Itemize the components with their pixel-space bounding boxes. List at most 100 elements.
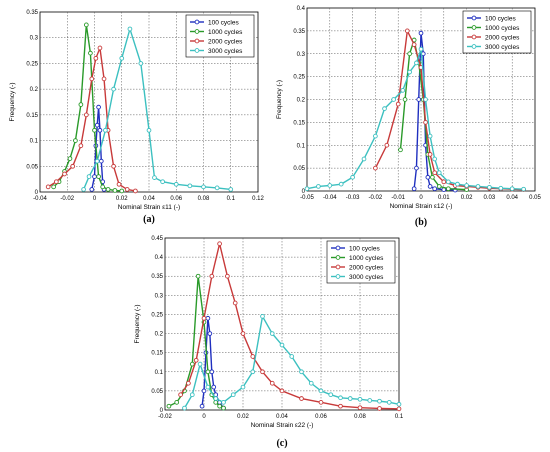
figure-caption: (a) (143, 214, 155, 225)
data-point (402, 97, 408, 102)
data-point (94, 158, 100, 164)
data-point (205, 369, 211, 375)
y-tick-label: 0 (35, 190, 39, 196)
data-point (232, 300, 238, 306)
data-point (111, 163, 116, 169)
data-point (432, 156, 438, 162)
x-tick-label: 0.02 (237, 414, 249, 420)
data-point (174, 400, 180, 405)
y-tick-label: 0.35 (293, 29, 305, 35)
data-point (441, 179, 447, 185)
data-point (430, 174, 435, 180)
data-point (436, 170, 442, 176)
data-point (83, 22, 89, 28)
data-point (92, 174, 97, 179)
data-point (201, 184, 206, 190)
data-point (94, 122, 100, 128)
data-point (81, 187, 86, 192)
data-point (189, 392, 195, 398)
data-point (83, 112, 89, 118)
data-point (308, 380, 314, 386)
x-tick-label: -0.05 (300, 195, 314, 201)
data-point (92, 127, 97, 133)
legend-marker (335, 255, 341, 260)
data-point (73, 138, 78, 143)
data-point (487, 184, 492, 190)
y-tick-label: 0.4 (297, 6, 306, 12)
data-point (398, 147, 403, 153)
data-point (436, 184, 442, 189)
data-point (318, 400, 324, 405)
x-tick-label: 0.01 (438, 195, 450, 201)
data-point (62, 171, 67, 177)
x-tick-label: 0.02 (116, 196, 128, 202)
legend-label: 2000 cycles (208, 38, 243, 45)
data-point (146, 127, 152, 133)
data-point (221, 400, 226, 405)
data-point (86, 174, 92, 179)
data-point (432, 170, 438, 176)
data-point (404, 28, 410, 34)
data-point (269, 380, 275, 386)
data-point (205, 315, 211, 321)
data-point (418, 46, 424, 52)
data-point (240, 331, 246, 336)
legend-marker (471, 34, 477, 40)
y-tick-label: 0.1 (155, 370, 164, 376)
data-point (396, 406, 402, 412)
y-tick-label: 0 (302, 189, 306, 195)
data-point (152, 175, 157, 180)
series-3 (178, 241, 402, 412)
x-axis-label: Nominal Strain ε12 (-) (390, 203, 453, 210)
data-point (427, 133, 433, 139)
data-point (88, 50, 93, 56)
data-point (221, 405, 226, 411)
data-point (373, 165, 378, 171)
y-tick-label: 0.25 (151, 312, 163, 318)
data-point (103, 127, 108, 133)
data-point (384, 142, 390, 148)
data-point (427, 152, 433, 157)
data-point (124, 187, 130, 192)
data-point (279, 388, 285, 394)
x-tick-label: -0.02 (158, 414, 172, 420)
data-point (160, 179, 165, 185)
x-tick-label: -0.04 (33, 196, 47, 202)
data-point (373, 133, 378, 139)
y-tick-label: 0.3 (30, 36, 39, 42)
data-point (414, 165, 419, 171)
data-point (425, 174, 431, 180)
data-point (70, 163, 76, 169)
data-point (189, 361, 195, 367)
series-2 (51, 22, 125, 194)
data-point (250, 369, 256, 375)
data-point (97, 127, 103, 133)
y-tick-label: 0.3 (155, 293, 164, 299)
data-point (193, 357, 199, 363)
data-point (228, 187, 234, 192)
data-point (395, 101, 401, 107)
data-point (316, 184, 321, 189)
data-point (338, 395, 343, 401)
legend-marker (471, 44, 477, 49)
data-point (396, 401, 402, 407)
data-point (119, 55, 125, 61)
data-point (407, 51, 412, 57)
y-tick-label: 0.1 (297, 143, 306, 149)
data-point (96, 174, 101, 179)
data-point (338, 181, 344, 187)
data-point (209, 273, 215, 279)
data-point (455, 181, 460, 187)
data-point (119, 188, 125, 194)
figure-caption: (b) (415, 217, 427, 228)
data-point (250, 354, 256, 359)
data-point (166, 403, 172, 409)
data-point (51, 184, 56, 190)
data-point (357, 396, 363, 402)
y-tick-label: 0.1 (30, 139, 39, 145)
data-point (173, 181, 179, 187)
y-tick-label: 0.45 (151, 236, 163, 242)
data-point (116, 181, 122, 187)
data-point (225, 273, 230, 279)
